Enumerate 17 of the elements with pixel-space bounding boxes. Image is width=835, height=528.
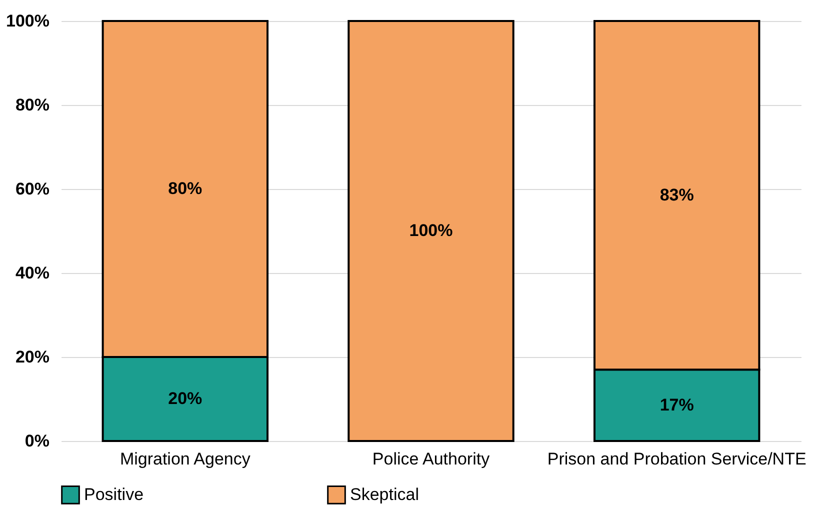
y-tick-label: 60%: [15, 180, 50, 198]
legend-label: Skeptical: [350, 484, 419, 504]
data-label: 100%: [409, 221, 453, 240]
y-tick-label: 80%: [15, 96, 50, 114]
x-tick-label: Police Authority: [372, 450, 490, 468]
data-label: 83%: [660, 185, 694, 204]
data-label: 17%: [660, 395, 694, 414]
data-label: 80%: [168, 179, 202, 198]
x-tick-label: Migration Agency: [120, 450, 251, 468]
bar: [348, 20, 514, 442]
y-tick-label: 100%: [6, 12, 50, 30]
x-tick-label: Prison and Probation Service/NTE: [547, 450, 806, 468]
y-tick-label: 40%: [15, 264, 50, 282]
legend-label: Positive: [84, 484, 144, 504]
y-tick-label: 0%: [24, 432, 50, 450]
data-label: 20%: [168, 389, 202, 408]
y-tick-label: 20%: [15, 348, 50, 366]
